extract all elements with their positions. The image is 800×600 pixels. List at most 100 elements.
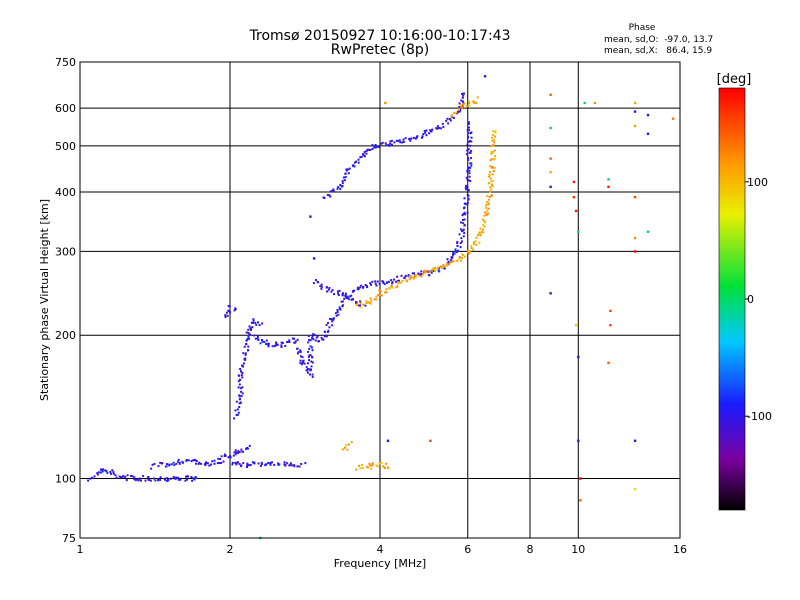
echo-point	[485, 203, 488, 206]
echo-point	[382, 465, 385, 468]
echo-point	[312, 282, 315, 285]
echo-point	[152, 477, 155, 480]
echo-point	[277, 462, 280, 465]
echo-point	[320, 336, 323, 339]
echo-point	[468, 169, 471, 172]
echo-point	[224, 454, 227, 457]
echo-point	[263, 340, 266, 343]
echo-point	[378, 294, 381, 297]
echo-point	[436, 266, 439, 269]
echo-point	[469, 166, 472, 169]
echo-point	[325, 335, 328, 338]
echo-point	[334, 312, 337, 315]
echo-point	[177, 476, 180, 479]
echo-point	[358, 464, 360, 467]
echo-point	[115, 476, 118, 479]
echo-point	[382, 280, 385, 283]
echo-point	[296, 338, 299, 341]
echo-point	[236, 408, 239, 411]
echo-point	[459, 228, 462, 231]
echo-point	[470, 149, 473, 152]
echo-point	[494, 135, 497, 138]
echo-point	[284, 464, 287, 467]
echo-point	[362, 286, 365, 288]
echo-point	[168, 463, 171, 466]
echo-point	[344, 172, 347, 175]
echo-point	[371, 147, 374, 150]
chart-subtitle: RwPretec (8p)	[331, 42, 429, 58]
echo-point	[256, 335, 259, 338]
echo-point	[464, 186, 467, 189]
y-tick-label: 100	[55, 473, 76, 486]
echo-point	[104, 469, 107, 472]
echo-point	[465, 105, 468, 107]
echo-point	[349, 295, 352, 298]
colorbar-ticks: 100 0 -100	[745, 176, 772, 423]
echo-point	[327, 288, 330, 291]
echo-point	[167, 479, 170, 482]
echo-point	[257, 339, 260, 341]
echo-point	[488, 195, 491, 198]
echo-point	[465, 184, 467, 187]
echo-point	[169, 477, 172, 480]
echo-point	[309, 345, 312, 348]
echo-point	[269, 462, 272, 464]
echo-point	[311, 375, 314, 378]
echo-point	[323, 335, 326, 338]
echo-point	[424, 271, 427, 274]
echo-point	[316, 335, 319, 338]
y-tick-label: 300	[55, 245, 76, 258]
echo-point	[400, 281, 402, 284]
echo-point	[375, 298, 378, 301]
echo-point	[466, 186, 469, 188]
echo-point	[365, 150, 368, 152]
echo-point	[393, 141, 396, 144]
echo-point	[241, 364, 244, 367]
echo-point	[339, 187, 342, 190]
echo-point	[343, 297, 346, 300]
echo-point	[462, 213, 465, 216]
echo-point	[328, 287, 331, 289]
echo-point	[265, 339, 268, 342]
echo-point	[462, 222, 465, 225]
echo-point	[385, 281, 388, 284]
echo-point	[222, 460, 225, 463]
echo-point	[450, 116, 453, 119]
echo-point	[234, 409, 237, 412]
echo-point	[283, 461, 286, 464]
echo-point	[109, 471, 112, 473]
echo-point	[371, 280, 374, 283]
echo-point	[356, 286, 359, 289]
echo-point	[332, 189, 335, 192]
echo-point	[133, 478, 136, 481]
echo-point	[374, 146, 377, 149]
echo-point	[336, 187, 339, 190]
echo-point	[475, 236, 478, 239]
echo-point	[430, 130, 433, 133]
echo-point	[463, 102, 466, 105]
echo-point	[244, 352, 247, 355]
echo-point	[149, 479, 152, 482]
echo-point	[461, 214, 464, 217]
echo-point	[159, 478, 162, 481]
echo-point	[193, 478, 196, 481]
echo-point	[237, 452, 240, 455]
isolated-echo-point	[574, 209, 578, 213]
echo-point	[458, 106, 461, 109]
echo-point	[391, 282, 394, 285]
echo-point	[369, 148, 372, 151]
echo-point	[490, 152, 493, 155]
echo-point	[288, 339, 291, 342]
echo-point	[468, 100, 471, 103]
echo-point	[364, 284, 367, 286]
echo-point	[469, 180, 472, 182]
isolated-echo-point	[572, 180, 576, 184]
echo-point	[450, 257, 453, 260]
grid	[80, 62, 680, 538]
echo-point	[492, 170, 495, 173]
echo-point	[409, 139, 412, 142]
echo-point	[227, 309, 230, 312]
echo-point	[256, 337, 259, 340]
echo-point	[191, 479, 194, 482]
echo-point	[240, 374, 243, 377]
